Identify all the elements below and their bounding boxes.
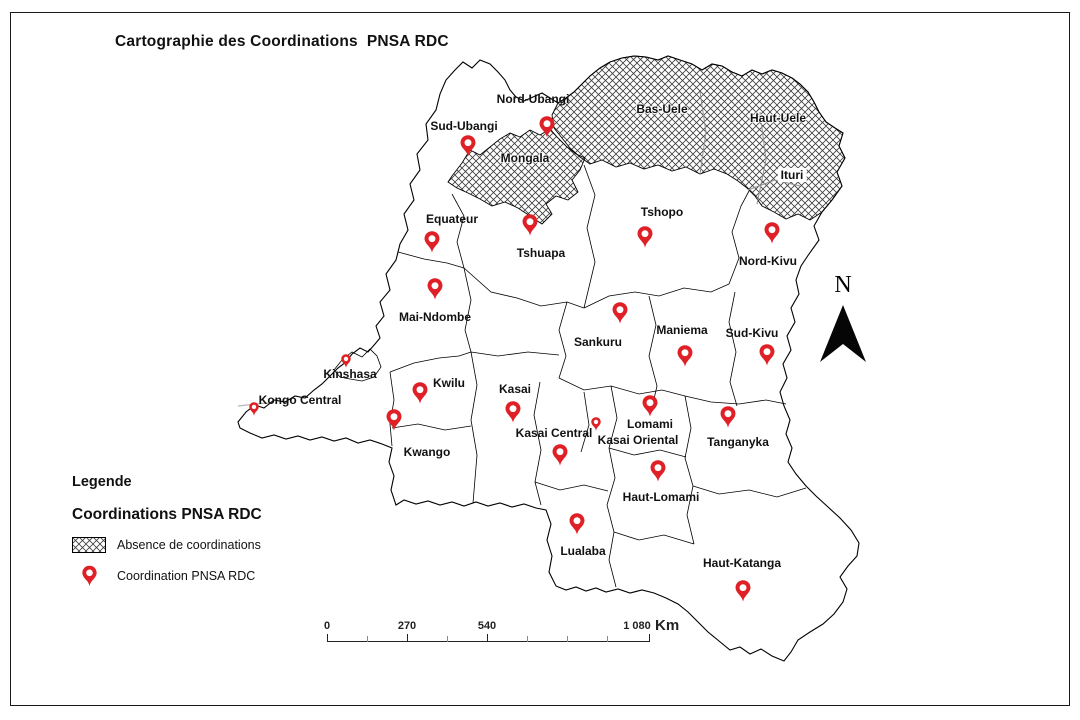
province-borders	[333, 164, 807, 588]
red-pin-icon	[72, 565, 106, 587]
hatch-swatch-icon	[72, 537, 106, 553]
legend-item-label: Coordination PNSA RDC	[117, 569, 256, 583]
drc-country-outline	[237, 55, 860, 662]
legend-subheading: Coordinations PNSA RDC	[72, 506, 262, 523]
north-arrow-icon	[820, 305, 866, 362]
legend-item-absence: Absence de coordinations	[72, 535, 262, 555]
legend-heading: Legende	[72, 474, 132, 490]
hatch-zone-northeast	[551, 55, 846, 221]
page-title: Cartographie des Coordinations PNSA RDC	[115, 33, 449, 50]
legend: Legende Coordinations PNSA RDC Absence d…	[72, 474, 262, 587]
hatch-internal-grey-borders	[699, 91, 801, 205]
hatch-zone-mongala	[447, 128, 586, 225]
north-arrow-label: N	[834, 272, 852, 298]
absence-hatch-zones	[447, 55, 846, 225]
legend-item-coordination: Coordination PNSA RDC	[72, 565, 262, 587]
legend-item-label: Absence de coordinations	[117, 538, 261, 552]
